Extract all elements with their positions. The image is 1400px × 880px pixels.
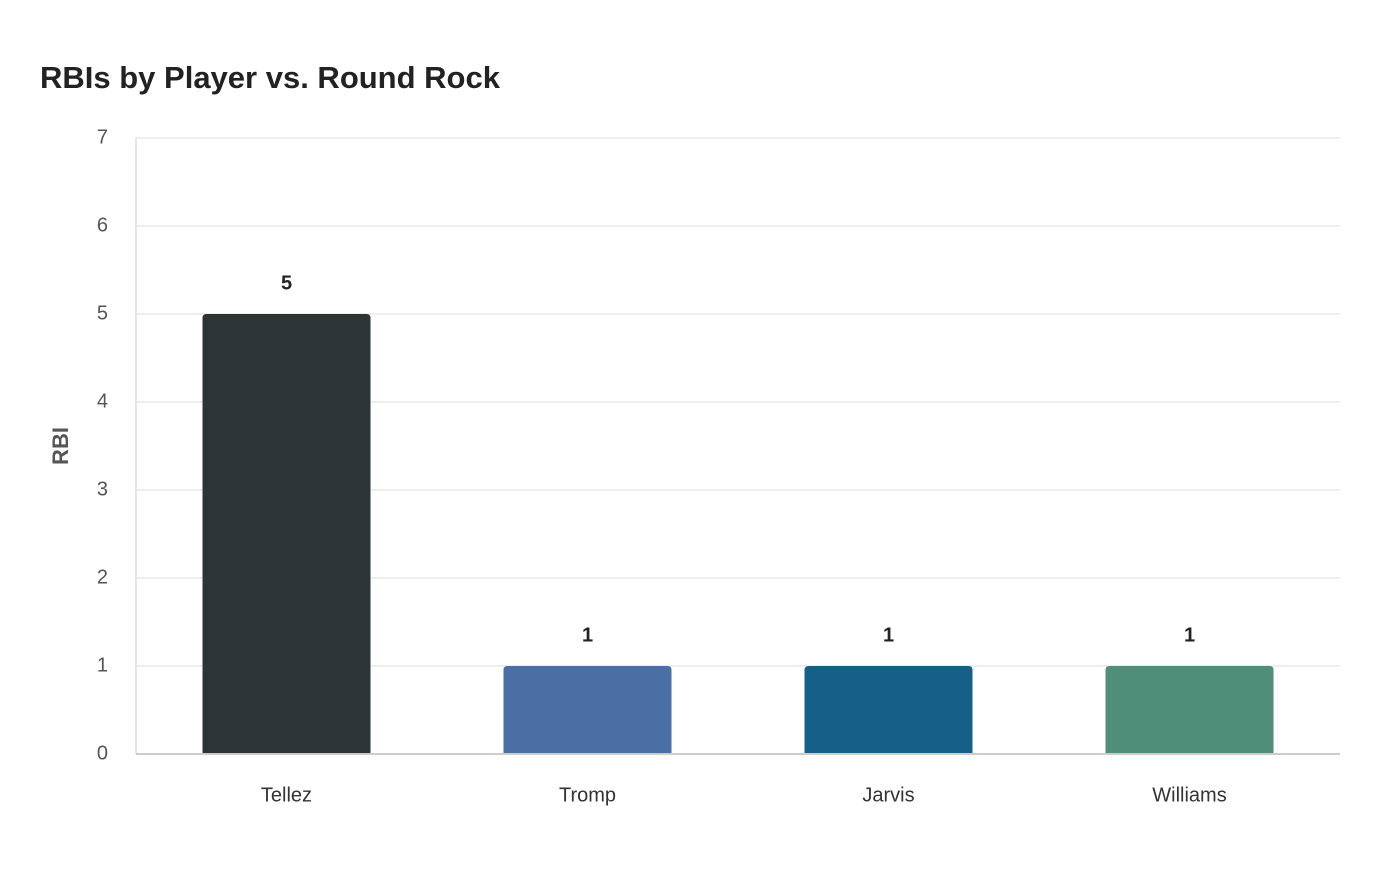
y-axis-label: RBI — [48, 427, 73, 465]
y-tick-label: 3 — [97, 478, 108, 500]
x-tick-label: Tellez — [261, 784, 312, 806]
x-tick-label: Jarvis — [862, 784, 914, 806]
bar — [503, 666, 672, 754]
value-label: 1 — [582, 624, 593, 646]
x-tick-label: Tromp — [559, 784, 616, 806]
y-tick-label: 6 — [97, 214, 108, 236]
y-tick-label: 2 — [97, 566, 108, 588]
y-tick-label: 7 — [97, 126, 108, 148]
value-label: 5 — [281, 272, 292, 294]
chart-title: RBIs by Player vs. Round Rock — [40, 60, 501, 95]
y-tick-label: 1 — [97, 654, 108, 676]
y-tick-label: 4 — [97, 390, 108, 412]
bar — [202, 314, 371, 754]
value-label: 1 — [1184, 624, 1195, 646]
bar — [1105, 666, 1274, 754]
bar — [804, 666, 973, 754]
y-tick-label: 5 — [97, 302, 108, 324]
value-label: 1 — [883, 624, 894, 646]
x-tick-label: Williams — [1152, 784, 1226, 806]
y-tick-label: 0 — [97, 742, 108, 764]
